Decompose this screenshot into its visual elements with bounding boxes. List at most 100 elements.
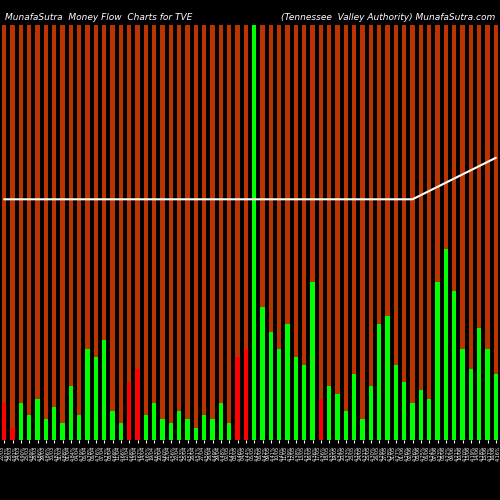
Bar bbox=[152, 402, 156, 440]
Bar bbox=[318, 25, 323, 440]
Bar bbox=[202, 415, 206, 440]
Bar bbox=[52, 407, 56, 440]
Bar bbox=[252, 25, 256, 440]
Bar bbox=[302, 366, 306, 440]
Bar bbox=[494, 25, 498, 440]
Bar bbox=[27, 25, 32, 440]
Bar bbox=[344, 25, 348, 440]
Bar bbox=[344, 411, 348, 440]
Bar bbox=[27, 415, 32, 440]
Bar bbox=[335, 394, 340, 440]
Bar bbox=[94, 357, 98, 440]
Bar bbox=[135, 370, 140, 440]
Bar bbox=[35, 398, 40, 440]
Bar bbox=[168, 25, 173, 440]
Bar bbox=[85, 348, 90, 440]
Bar bbox=[485, 25, 490, 440]
Bar bbox=[160, 25, 165, 440]
Bar bbox=[377, 25, 382, 440]
Bar bbox=[160, 419, 165, 440]
Text: (Tennessee  Valley Authority) MunafaSutra.com: (Tennessee Valley Authority) MunafaSutra… bbox=[281, 12, 495, 22]
Bar bbox=[210, 25, 215, 440]
Bar bbox=[118, 424, 123, 440]
Bar bbox=[310, 282, 315, 440]
Bar bbox=[44, 25, 48, 440]
Bar bbox=[394, 366, 398, 440]
Bar bbox=[444, 249, 448, 440]
Bar bbox=[377, 324, 382, 440]
Bar bbox=[368, 386, 373, 440]
Bar bbox=[360, 25, 365, 440]
Bar bbox=[177, 411, 182, 440]
Bar bbox=[152, 25, 156, 440]
Bar bbox=[244, 348, 248, 440]
Bar bbox=[427, 398, 432, 440]
Bar bbox=[335, 25, 340, 440]
Bar bbox=[410, 25, 415, 440]
Bar bbox=[60, 25, 65, 440]
Bar bbox=[10, 428, 15, 440]
Bar bbox=[202, 25, 206, 440]
Bar bbox=[418, 390, 423, 440]
Bar bbox=[102, 25, 106, 440]
Bar bbox=[494, 374, 498, 440]
Bar bbox=[118, 25, 123, 440]
Text: MunafaSutra  Money Flow  Charts for TVE: MunafaSutra Money Flow Charts for TVE bbox=[5, 12, 192, 22]
Bar bbox=[185, 419, 190, 440]
Bar bbox=[18, 402, 23, 440]
Bar bbox=[468, 25, 473, 440]
Bar bbox=[52, 25, 56, 440]
Bar bbox=[435, 25, 440, 440]
Bar bbox=[260, 307, 265, 440]
Bar bbox=[102, 340, 106, 440]
Bar bbox=[460, 25, 465, 440]
Bar bbox=[210, 419, 215, 440]
Bar bbox=[310, 25, 315, 440]
Bar bbox=[218, 25, 223, 440]
Bar bbox=[77, 415, 82, 440]
Bar bbox=[110, 25, 115, 440]
Bar bbox=[385, 316, 390, 440]
Bar bbox=[452, 290, 456, 440]
Bar bbox=[477, 328, 482, 440]
Bar bbox=[68, 386, 73, 440]
Bar bbox=[185, 25, 190, 440]
Bar bbox=[85, 25, 90, 440]
Bar bbox=[127, 25, 132, 440]
Bar bbox=[144, 25, 148, 440]
Bar bbox=[227, 25, 232, 440]
Bar bbox=[294, 357, 298, 440]
Bar bbox=[218, 402, 223, 440]
Bar bbox=[327, 25, 332, 440]
Bar bbox=[418, 25, 423, 440]
Bar bbox=[268, 332, 273, 440]
Bar bbox=[302, 25, 306, 440]
Bar bbox=[244, 25, 248, 440]
Bar bbox=[44, 419, 48, 440]
Bar bbox=[235, 25, 240, 440]
Bar bbox=[177, 25, 182, 440]
Bar bbox=[444, 25, 448, 440]
Bar bbox=[2, 402, 6, 440]
Bar bbox=[252, 25, 256, 440]
Bar bbox=[352, 374, 356, 440]
Bar bbox=[2, 25, 6, 440]
Bar bbox=[435, 282, 440, 440]
Bar bbox=[168, 424, 173, 440]
Bar bbox=[277, 348, 281, 440]
Bar bbox=[318, 398, 323, 440]
Bar bbox=[110, 411, 115, 440]
Bar bbox=[468, 370, 473, 440]
Bar bbox=[477, 25, 482, 440]
Bar bbox=[285, 324, 290, 440]
Bar bbox=[35, 25, 40, 440]
Bar bbox=[60, 424, 65, 440]
Bar bbox=[194, 428, 198, 440]
Bar bbox=[485, 348, 490, 440]
Bar bbox=[260, 25, 265, 440]
Bar bbox=[427, 25, 432, 440]
Bar bbox=[135, 25, 140, 440]
Bar bbox=[385, 25, 390, 440]
Bar bbox=[277, 25, 281, 440]
Bar bbox=[402, 25, 406, 440]
